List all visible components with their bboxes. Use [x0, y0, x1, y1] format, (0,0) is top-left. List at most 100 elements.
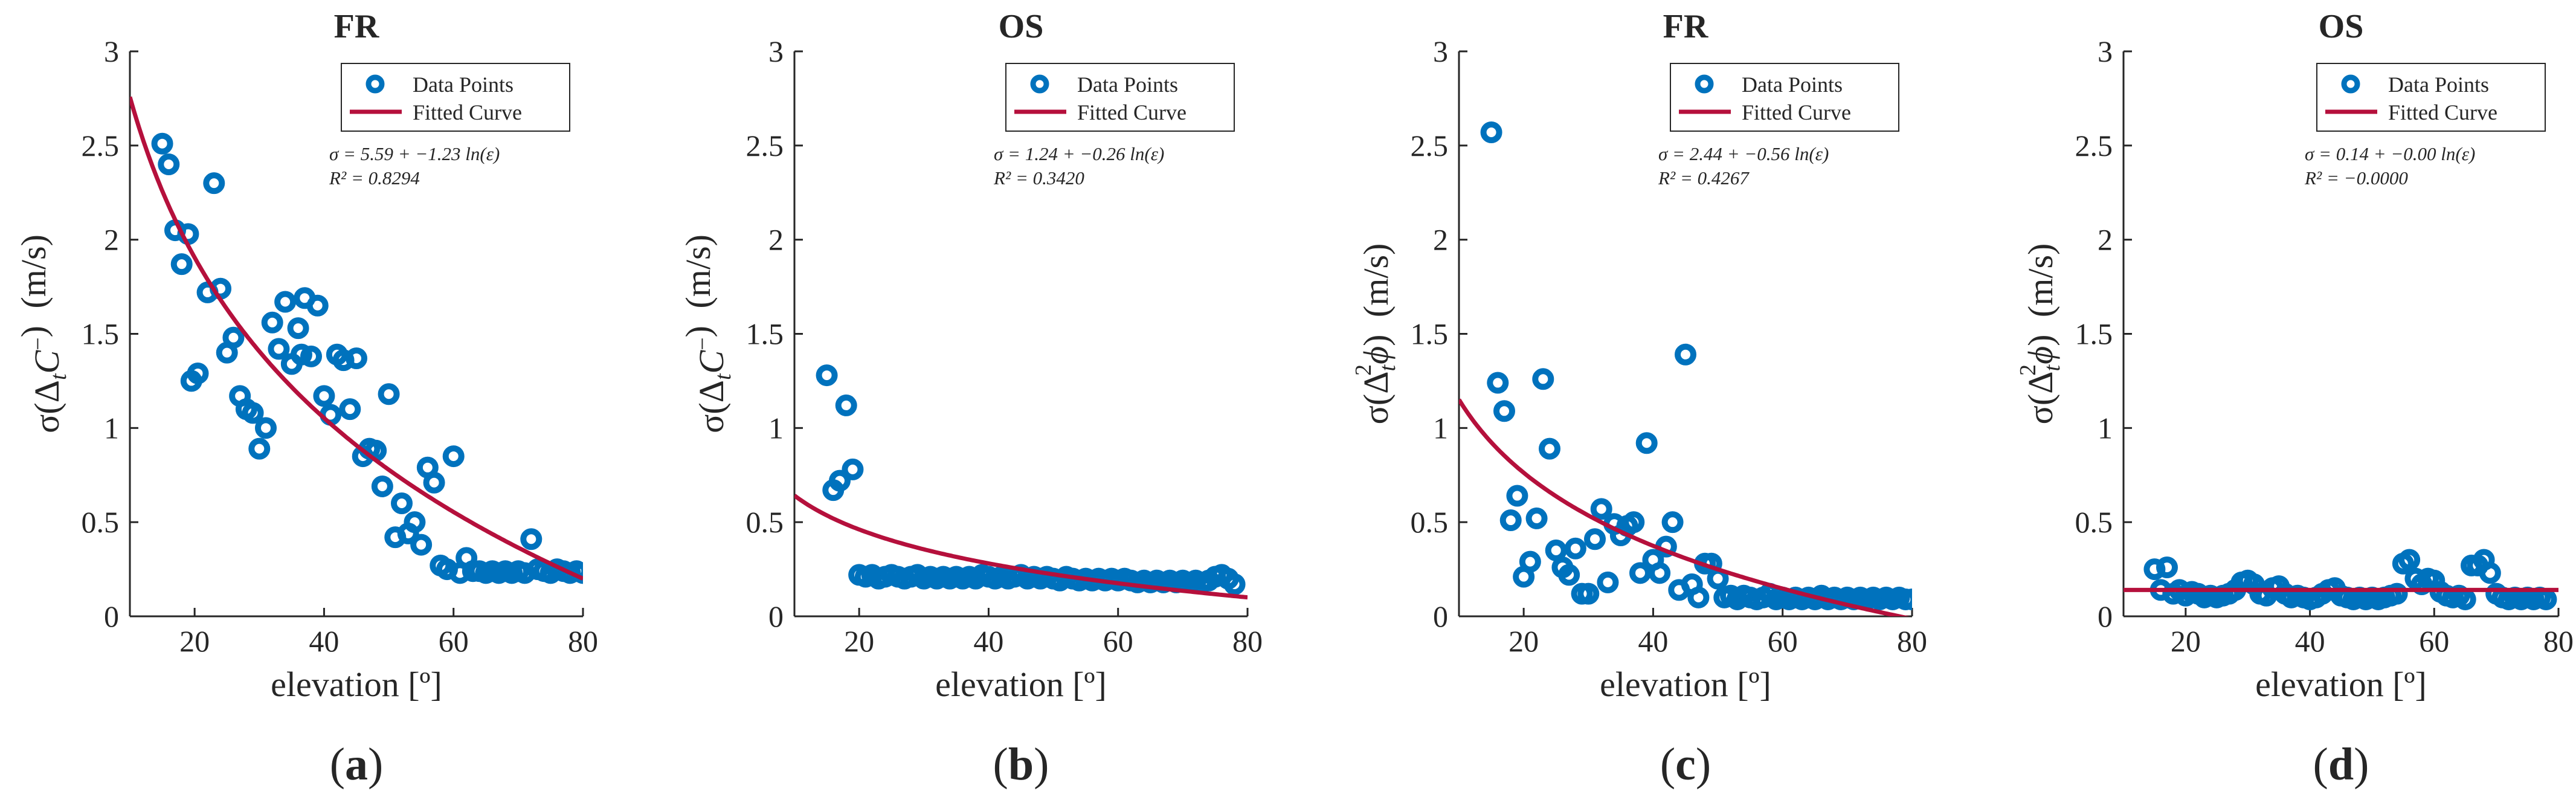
data-point [268, 338, 290, 360]
x-tick-label: 40 [309, 624, 339, 658]
fit-equation: σ = 1.24 + −0.26 ln(ε) [994, 143, 1164, 164]
y-tick-label: 0.5 [1411, 505, 1449, 539]
y-tick-label: 0.5 [746, 505, 784, 539]
data-point [1564, 537, 1586, 560]
y-tick-label: 3 [768, 34, 784, 68]
panel-caption: (c) [1660, 739, 1711, 790]
legend-label-curve: Fitted Curve [413, 100, 522, 124]
data-point [158, 153, 180, 175]
y-tick-label: 3 [1433, 34, 1448, 68]
data-point [222, 326, 245, 349]
fit-equation: σ = 0.14 + −0.00 ln(ε) [2305, 143, 2475, 164]
legend-box [2316, 63, 2546, 132]
fit-r-squared: R² = 0.8294 [329, 167, 420, 189]
legend: Data Points Fitted Curve [1005, 63, 1235, 132]
data-point [410, 534, 433, 556]
data-point [1519, 550, 1541, 573]
data-points [816, 364, 1246, 596]
y-axis-label: σ(ΔtC−) (m/s) [678, 234, 736, 433]
data-point [1487, 372, 1509, 394]
y-tick-label: 2.5 [82, 129, 120, 163]
data-point [1687, 586, 1710, 608]
data-point [1558, 564, 1580, 586]
y-tick-label: 1 [104, 411, 119, 445]
x-tick-label: 80 [2543, 624, 2574, 658]
data-point [1532, 368, 1554, 390]
data-point [1635, 432, 1658, 454]
data-point [287, 317, 309, 340]
y-tick-label: 1 [2098, 411, 2113, 445]
data-point [187, 362, 209, 384]
y-tick-label: 1.5 [82, 317, 120, 351]
data-point [1661, 511, 1684, 534]
legend-marker [365, 74, 385, 94]
data-point [1597, 571, 1619, 593]
x-tick-label: 60 [1103, 624, 1133, 658]
fit-r-squared: R² = −0.0000 [2304, 167, 2408, 189]
x-tick-label: 20 [844, 624, 874, 658]
data-point [816, 364, 838, 387]
y-tick-label: 1.5 [2075, 317, 2113, 351]
fit-r-squared: R² = 0.4267 [1658, 167, 1750, 189]
x-axis-label: elevation [º] [935, 665, 1107, 704]
panel-caption: (b) [993, 739, 1049, 790]
data-point [2398, 549, 2421, 571]
x-tick-label: 80 [568, 624, 598, 658]
fit-equation: σ = 5.59 + −1.23 ln(ε) [329, 143, 500, 164]
x-axis-label: elevation [º] [1600, 665, 1771, 704]
data-point [1223, 573, 1246, 596]
legend-label-points: Data Points [2388, 73, 2489, 97]
panel-title: OS [2319, 8, 2364, 45]
y-axis-label: σ(Δt2ϕ) (m/s) [2015, 244, 2065, 425]
data-point [306, 294, 329, 317]
panel-d: 0 0.5 1 1.5 2 2.5 3 20 40 60 80 OS elevation [º] σ(Δt… [2015, 8, 2574, 790]
y-tick-label: 1.5 [746, 317, 784, 351]
y-tick-label: 1 [1433, 411, 1448, 445]
y-tick-label: 0 [104, 599, 119, 633]
data-point [1584, 528, 1606, 550]
legend: Data Points Fitted Curve [1670, 63, 1899, 132]
x-axis-label: elevation [º] [271, 665, 442, 704]
y-tick-label: 2.5 [2075, 129, 2113, 163]
data-point [829, 469, 851, 492]
data-points [151, 132, 583, 584]
data-point [391, 492, 413, 514]
data-point [1590, 498, 1612, 520]
data-point [842, 458, 864, 480]
legend-box [1005, 63, 1235, 132]
y-tick-label: 2 [104, 223, 119, 257]
fitted-curve [1459, 398, 1910, 616]
x-axis-label: elevation [º] [2255, 665, 2427, 704]
data-point [1506, 485, 1528, 507]
data-point [255, 417, 277, 439]
x-tick-label: 80 [1232, 624, 1263, 658]
data-point [442, 445, 465, 468]
x-tick-label: 60 [1768, 624, 1798, 658]
data-point [1480, 121, 1502, 144]
panel-title: FR [334, 8, 379, 45]
y-axis-label: σ(ΔtC−) (m/s) [14, 234, 71, 433]
y-tick-label: 2 [1433, 223, 1448, 257]
y-tick-label: 0 [1433, 599, 1448, 633]
x-tick-label: 20 [179, 624, 210, 658]
data-point [1539, 437, 1560, 460]
data-point [1577, 582, 1600, 605]
data-point [1629, 562, 1651, 584]
legend-label-points: Data Points [1077, 73, 1178, 97]
data-point [2156, 556, 2178, 578]
panel-caption: (a) [330, 739, 384, 790]
panel-title: FR [1663, 8, 1708, 45]
data-point [248, 437, 271, 460]
data-point [1545, 539, 1567, 561]
legend-marker [2341, 74, 2360, 94]
fit-equation: σ = 2.44 + −0.56 ln(ε) [1658, 143, 1829, 164]
data-point [203, 172, 225, 195]
legend-label-curve: Fitted Curve [1742, 100, 1851, 124]
panel-c: 0 0.5 1 1.5 2 2.5 3 20 40 60 80 FR elevation [º] σ(Δt… [1351, 8, 1927, 790]
y-tick-label: 3 [104, 34, 119, 68]
data-point [1901, 588, 1912, 610]
y-tick-label: 2.5 [746, 129, 784, 163]
data-point [151, 132, 173, 155]
data-point [170, 253, 193, 276]
y-tick-label: 0 [2098, 599, 2113, 633]
